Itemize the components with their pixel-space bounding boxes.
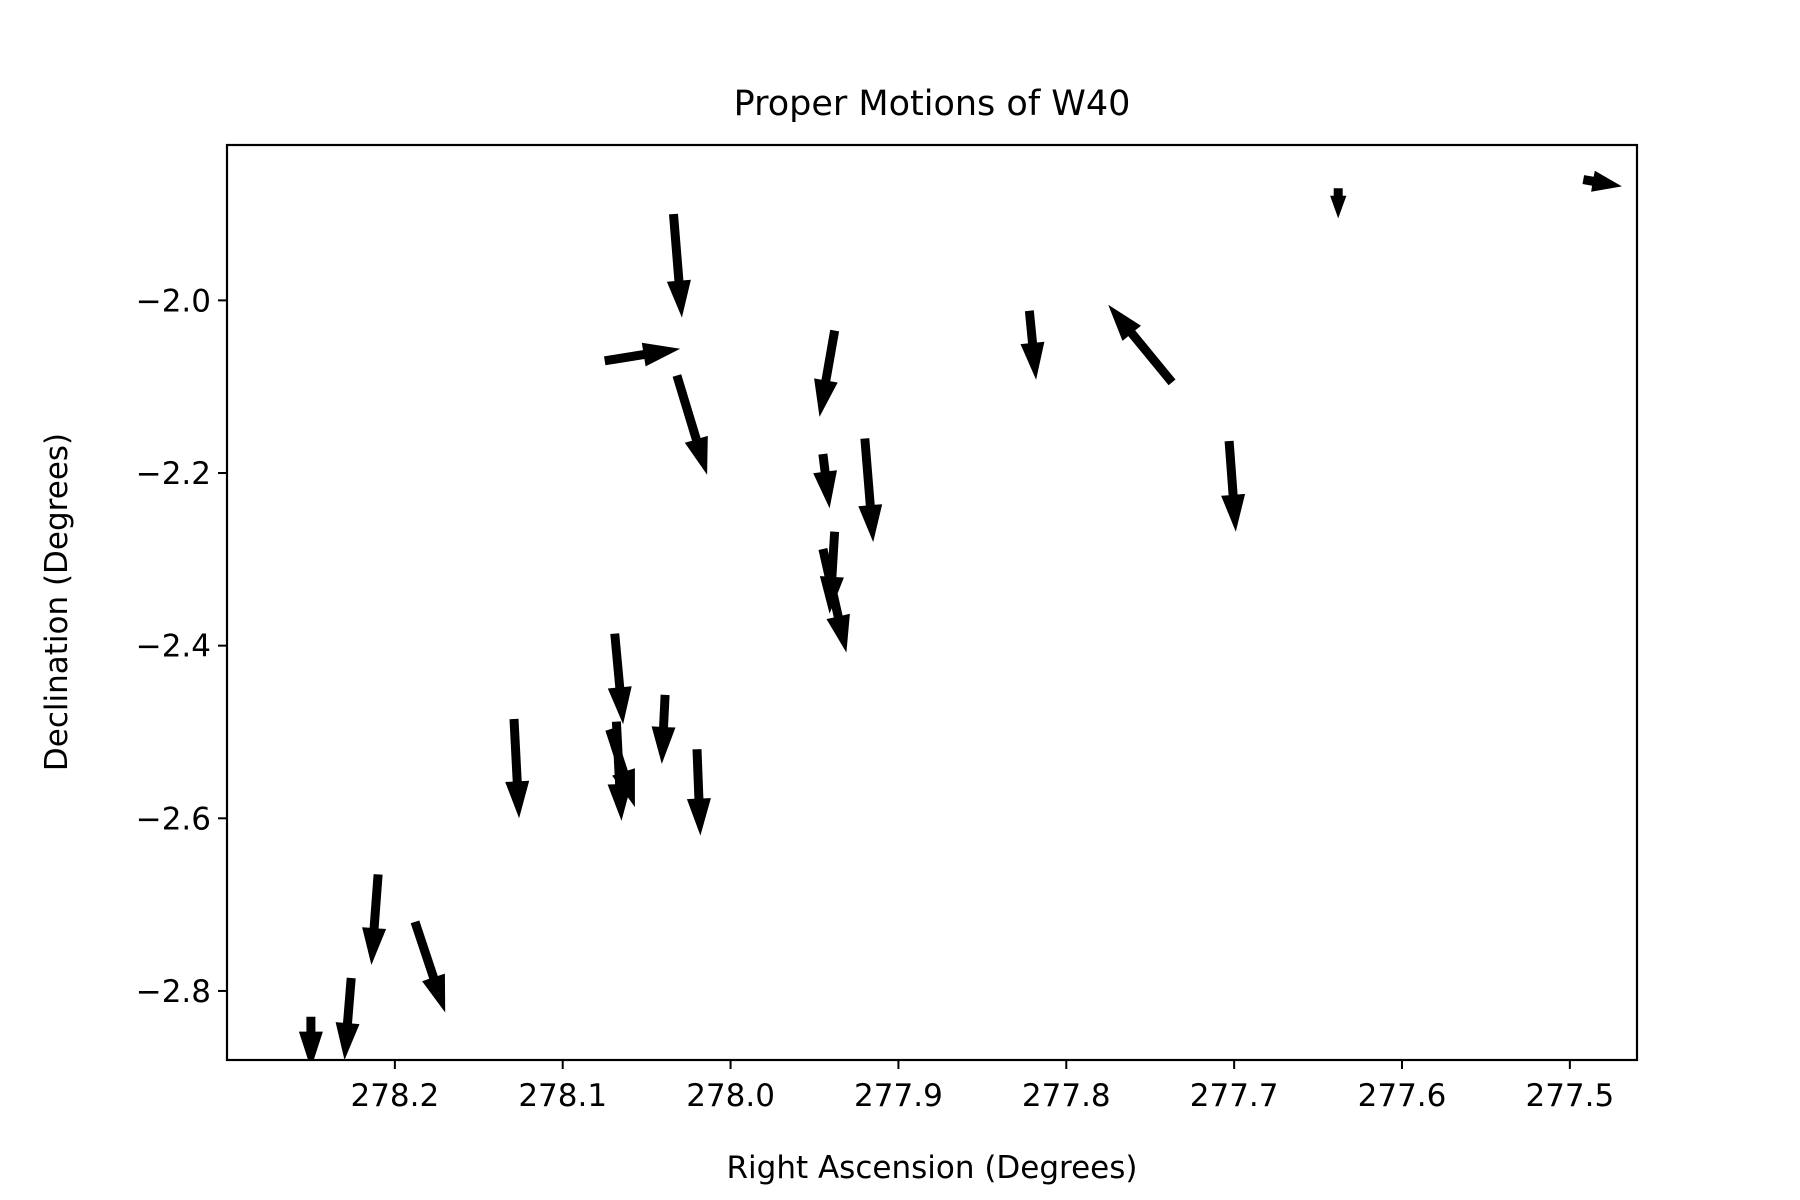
proper-motion-arrow	[1020, 310, 1045, 380]
x-tick-label: 278.1	[518, 1078, 607, 1114]
proper-motion-arrow	[1108, 304, 1176, 386]
proper-motion-arrow	[813, 453, 837, 509]
proper-motion-arrow	[605, 728, 635, 808]
proper-motion-arrow	[604, 342, 681, 367]
proper-motion-arrow	[410, 920, 446, 1013]
y-tick-label: −2.8	[136, 974, 211, 1010]
proper-motion-arrow	[607, 633, 632, 725]
proper-motion-arrow	[362, 874, 387, 965]
proper-motion-arrow	[298, 1016, 323, 1060]
proper-motion-arrow	[672, 374, 708, 475]
y-axis: −2.0 −2.2 −2.4 −2.6 −2.8	[136, 283, 227, 1010]
y-tick-label: −2.6	[136, 801, 211, 837]
proper-motion-arrow	[858, 438, 883, 543]
proper-motion-arrow	[1330, 188, 1347, 219]
proper-motion-arrow	[335, 977, 360, 1060]
x-axis: 278.2 278.1 278.0 277.9 277.8 277.7 277.6 277.5	[350, 1060, 1614, 1114]
y-tick-label: −2.4	[136, 629, 211, 665]
proper-motion-arrow	[666, 213, 691, 318]
proper-motion-arrow	[1221, 440, 1246, 532]
proper-motion-arrow	[819, 531, 844, 614]
x-tick-label: 277.5	[1525, 1078, 1614, 1114]
x-axis-label: Right Ascension (Degrees)	[726, 1150, 1137, 1186]
x-tick-label: 277.6	[1358, 1078, 1447, 1114]
y-tick-label: −2.2	[136, 456, 211, 492]
x-tick-label: 277.8	[1022, 1078, 1111, 1114]
proper-motion-arrow	[651, 694, 676, 764]
proper-motion-arrow	[505, 718, 530, 819]
chart-title: Proper Motions of W40	[734, 84, 1131, 124]
proper-motion-arrow	[1582, 170, 1622, 192]
y-axis-label: Declination (Degrees)	[39, 433, 75, 771]
x-tick-label: 278.2	[350, 1078, 439, 1114]
x-tick-label: 277.9	[854, 1078, 943, 1114]
plot-frame	[225, 143, 1639, 1062]
x-tick-label: 278.0	[686, 1078, 775, 1114]
y-tick-label: −2.0	[136, 283, 211, 319]
proper-motion-arrow	[686, 749, 711, 836]
arrows-layer	[298, 170, 1622, 1060]
x-tick-label: 277.7	[1190, 1078, 1279, 1114]
proper-motion-arrow	[814, 329, 840, 417]
